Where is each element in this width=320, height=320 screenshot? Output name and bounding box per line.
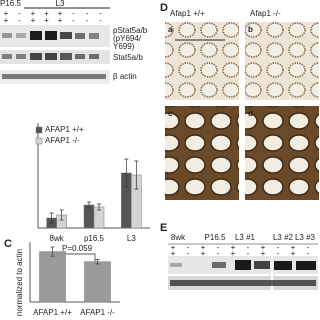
band-label: Y699)	[113, 42, 135, 51]
error-bar	[97, 203, 101, 211]
stage-label: L3 #1	[235, 233, 256, 242]
genotype: -	[86, 9, 89, 18]
sub-label: b	[248, 25, 253, 34]
genotype: -	[187, 249, 190, 258]
bar	[84, 261, 111, 303]
genotype: -	[277, 249, 280, 258]
genotype: -	[86, 16, 89, 25]
annotation: P=0.059	[62, 244, 93, 253]
genotype: +	[171, 249, 176, 258]
genotype: +	[291, 249, 296, 258]
blot-e	[168, 256, 318, 290]
x-tick-label: AFAP1 -/-	[80, 308, 115, 317]
genotype: -	[277, 243, 280, 252]
genotype: +	[58, 9, 63, 18]
x-tick-label: p16.5	[84, 234, 105, 243]
genotype: +	[31, 9, 36, 18]
genotype: -	[247, 249, 250, 258]
x-tick-label: L3	[127, 234, 136, 243]
micrographs	[165, 22, 319, 200]
genotype: +	[4, 16, 9, 25]
stage-label: L3	[56, 0, 65, 8]
legend-swatch	[35, 126, 43, 134]
stage-label: L3 #3	[295, 233, 316, 242]
sub-label: d	[248, 109, 253, 118]
genotype: -	[18, 16, 21, 25]
error-bar	[59, 209, 64, 221]
genotype-header: Afap1 -/-	[250, 9, 281, 18]
genotype: -	[72, 9, 75, 18]
genotype: +	[44, 16, 49, 25]
legend-label: AFAP1 -/-	[45, 136, 80, 145]
blot-a	[0, 25, 110, 84]
genotype: +	[261, 243, 266, 252]
genotype: -	[18, 9, 21, 18]
error-bar	[95, 259, 100, 265]
sub-label: a	[168, 25, 173, 34]
genotype: +	[231, 243, 236, 252]
stage-label: L3 #2	[273, 233, 294, 242]
x-tick-label: 8wk	[50, 234, 65, 243]
error-bar	[87, 201, 91, 209]
genotype: +	[291, 243, 296, 252]
y-axis-label: normalized to actin	[15, 249, 24, 316]
genotype: -	[99, 16, 102, 25]
bar	[83, 204, 95, 229]
band-label: (pY694/	[113, 34, 142, 43]
error-bar	[124, 158, 129, 188]
genotype: -	[72, 16, 75, 25]
panel-letter: E	[160, 222, 167, 234]
genotype: -	[247, 243, 250, 252]
genotype-header: Afap1 +/+	[170, 9, 205, 18]
genotype: +	[201, 243, 206, 252]
error-bar	[50, 246, 55, 257]
panel-letter: D	[160, 2, 168, 14]
band-label: β actin	[113, 72, 137, 81]
band-label: Stat5a/b	[113, 53, 143, 62]
stage-label: 8wk	[171, 233, 186, 242]
genotype: +	[44, 9, 49, 18]
genotype: -	[217, 243, 220, 252]
genotype: +	[201, 249, 206, 258]
error-bar	[49, 212, 54, 224]
legend-label: AFAP1 +/+	[45, 125, 84, 134]
bar	[39, 251, 66, 303]
genotype: -	[99, 9, 102, 18]
error-bar	[134, 160, 139, 190]
genotype: +	[31, 16, 36, 25]
x-tick-label: AFAP1 +/+	[33, 308, 72, 317]
genotype: -	[217, 249, 220, 258]
stage-label: P16.5	[0, 0, 21, 8]
band-label: pStat5a/b	[113, 26, 148, 35]
genotype: +	[58, 16, 63, 25]
genotype: -	[307, 243, 310, 252]
genotype: +	[4, 9, 9, 18]
stage-label: P16.5	[205, 233, 226, 242]
genotype: -	[187, 243, 190, 252]
genotype: +	[261, 249, 266, 258]
genotype: -	[307, 249, 310, 258]
genotype: +	[231, 249, 236, 258]
genotype: +	[171, 243, 176, 252]
legend-swatch	[35, 137, 43, 145]
panel-letter: C	[4, 238, 12, 250]
sub-label: c	[168, 109, 173, 118]
